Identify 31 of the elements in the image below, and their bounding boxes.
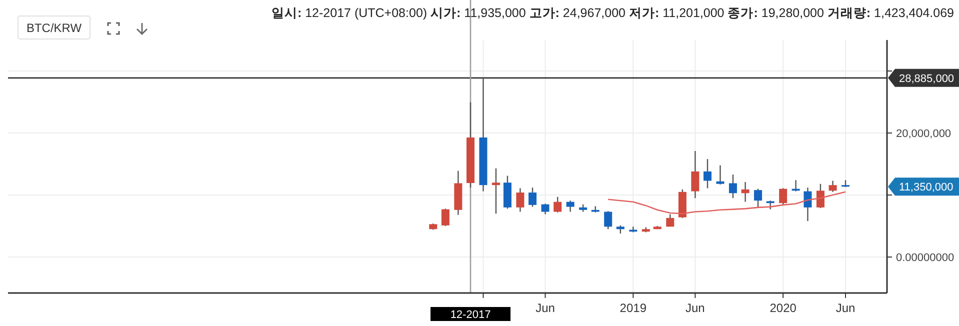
candlestick	[528, 186, 537, 208]
candlestick	[704, 158, 712, 189]
candlestick	[716, 164, 724, 186]
text: 11,350,000	[899, 182, 954, 194]
candlestick	[566, 200, 574, 212]
candlestick	[816, 183, 824, 209]
x-tick-label: Jun	[686, 301, 705, 315]
candlestick	[441, 208, 450, 227]
y-tick-label: 0.00000000	[896, 252, 954, 264]
candlestick	[728, 174, 737, 199]
x-tick-label: 2019	[620, 301, 647, 315]
candlestick	[804, 186, 812, 222]
x-tick-label: 2020	[770, 301, 797, 315]
x-tick-label: Jun	[836, 301, 856, 315]
ref-line-label: 28,885,000	[899, 72, 954, 85]
candlestick	[516, 188, 524, 212]
y-tick-label: 20,000,000	[896, 128, 952, 140]
candlestick	[554, 196, 562, 213]
candlestick	[691, 150, 700, 199]
candlestick	[779, 188, 788, 206]
chart-title: BTC/KRW	[26, 21, 82, 35]
x-tick-label: Jun	[536, 301, 555, 315]
candlestick	[754, 188, 762, 208]
ref-line-label: 12-2017	[450, 309, 491, 321]
text: 일시: 12-2017 (UTC+08:00) 시가: 11,935,000 고가: 24,967,000 저가: 11,201,000 종가: 19,280,000 거래량: 1,423,404.069	[271, 6, 954, 20]
candlestick	[828, 180, 837, 193]
candlestick	[666, 214, 674, 228]
candlestick	[541, 203, 550, 215]
candlestick	[741, 181, 750, 202]
candlestick	[604, 210, 612, 230]
candlestick	[492, 168, 500, 214]
